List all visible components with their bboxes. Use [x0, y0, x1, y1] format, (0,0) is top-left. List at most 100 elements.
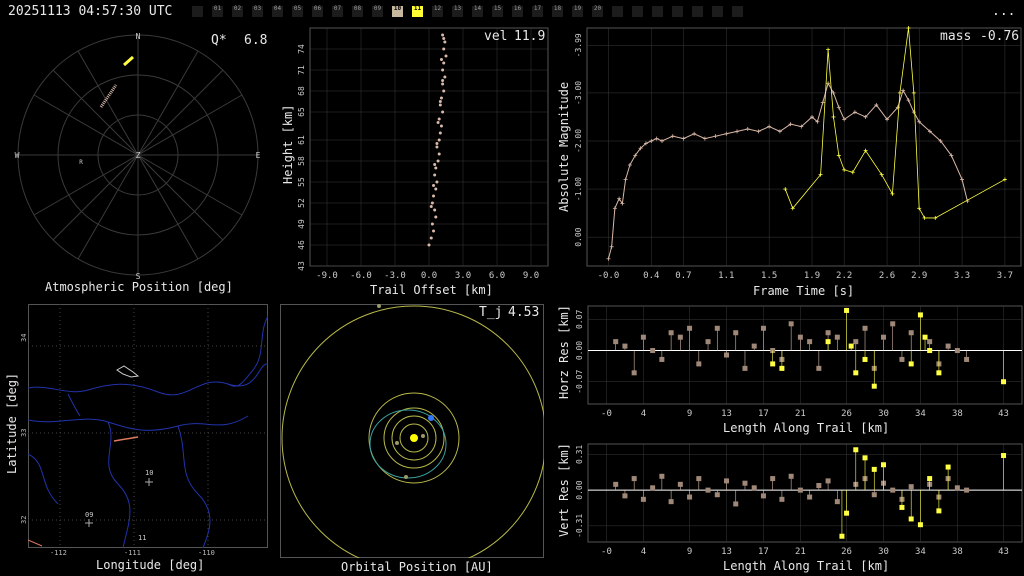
- residual-point: [687, 325, 693, 331]
- menu-button[interactable]: ...: [992, 4, 1016, 19]
- frame-slot[interactable]: 15: [492, 5, 503, 17]
- frame-slot[interactable]: 11: [412, 5, 423, 17]
- height-point: [433, 208, 437, 212]
- y-tick-label: 55: [297, 177, 306, 187]
- residual-point: [733, 330, 739, 336]
- frame-slot-label: 09: [373, 5, 382, 12]
- vert-residuals-chart[interactable]: -0 4 9 13 17 21 26 30 34 38 43 0.31 0.00 -0.31: [560, 440, 1024, 560]
- magnitude-point: [788, 122, 793, 127]
- frame-slot[interactable]: 18: [552, 5, 563, 17]
- atmospheric-polar-plot[interactable]: N S E W Z R: [0, 28, 280, 283]
- y-tick-label: 65: [297, 107, 306, 117]
- residual-point: [705, 487, 711, 493]
- plot-frame: [586, 27, 1022, 267]
- vel-label: vel: [484, 29, 508, 44]
- height-point: [443, 40, 447, 44]
- frame-slot[interactable]: 17: [532, 5, 543, 17]
- residual-point: [899, 504, 905, 510]
- station-label-10: 10: [145, 469, 153, 477]
- frame-slot[interactable]: 13: [452, 5, 463, 17]
- vel-value: 11.9: [514, 29, 546, 44]
- magnitude-point: [831, 90, 836, 95]
- residual-point: [650, 485, 656, 491]
- frame-slot[interactable]: 04: [272, 5, 283, 17]
- horz-residuals-chart[interactable]: -0 4 9 13 17 21 26 30 34 38 43 0.07 0.00 -0.07: [560, 302, 1024, 422]
- planet-marker: [395, 441, 399, 445]
- magnitude-point: [842, 117, 847, 122]
- residual-point: [908, 484, 914, 490]
- height-point: [438, 100, 442, 103]
- residual-point: [659, 473, 665, 479]
- magnitude-point: [660, 138, 665, 143]
- residual-point: [945, 464, 951, 470]
- residual-point: [853, 339, 859, 345]
- orbital-plot[interactable]: [280, 304, 544, 558]
- residual-point: [677, 481, 683, 487]
- magnitude-point: [836, 105, 841, 110]
- residual-point: [788, 473, 794, 479]
- x-tick-label: 43: [998, 409, 1009, 419]
- magnitude-point: [906, 98, 911, 103]
- compass-z: Z: [136, 151, 141, 160]
- frame-slot[interactable]: 03: [252, 5, 263, 17]
- residual-point: [613, 481, 619, 487]
- magnitude-point: [810, 114, 815, 119]
- frame-slot[interactable]: 10: [392, 5, 403, 17]
- magnitude-point: [885, 117, 890, 122]
- mass-label: mass: [940, 29, 972, 44]
- lake-outline: [116, 365, 140, 378]
- frame-slot[interactable]: 06: [312, 5, 323, 17]
- frame-slot[interactable]: 19: [572, 5, 583, 17]
- frame-slot[interactable]: [732, 6, 743, 17]
- magnitude-point: [820, 100, 825, 105]
- frame-slot[interactable]: [192, 6, 203, 17]
- frame-slot[interactable]: [652, 6, 663, 17]
- x-tick-label: 4: [641, 547, 646, 557]
- x-tick-label: -3.0: [384, 271, 406, 281]
- magnitude-point: [901, 88, 906, 93]
- frame-slot[interactable]: 05: [292, 5, 303, 17]
- x-tick-label: -0.0: [598, 271, 620, 281]
- y-tick-label: 0.00: [575, 341, 584, 360]
- residual-point: [825, 330, 831, 336]
- frame-slot[interactable]: 02: [232, 5, 243, 17]
- x-tick-label: 1.5: [761, 271, 777, 281]
- compass-e: E: [256, 151, 261, 160]
- magnitude-point: [799, 124, 804, 129]
- frame-slot[interactable]: 20: [592, 5, 603, 17]
- frame-slot[interactable]: 07: [332, 5, 343, 17]
- magnitude-point: [692, 131, 697, 136]
- magnitude-point: [922, 215, 927, 220]
- magnitude-chart[interactable]: -0.0 0.4 0.7 1.1 1.5 1.9 2.2 2.6 2.9 3.3 3.7 0.00 -1…: [560, 22, 1024, 284]
- residual-point: [640, 334, 646, 340]
- frame-slot[interactable]: [612, 6, 623, 17]
- height-point: [427, 243, 431, 247]
- frame-slot-label: 05: [293, 5, 302, 12]
- magnitude-point: [1002, 177, 1007, 182]
- current-track: [123, 55, 134, 67]
- station-markers: [85, 478, 153, 527]
- frame-slot[interactable]: 12: [432, 5, 443, 17]
- height-point: [437, 138, 441, 142]
- x-tick-label: -6.0: [350, 271, 372, 281]
- frame-slot[interactable]: 09: [372, 5, 383, 17]
- polar-grid: [17, 34, 259, 276]
- frame-slot[interactable]: 16: [512, 5, 523, 17]
- frame-slot[interactable]: 14: [472, 5, 483, 17]
- frame-slot[interactable]: 01: [212, 5, 223, 17]
- frame-slot[interactable]: [632, 6, 643, 17]
- ground-map[interactable]: 10 09 11: [28, 304, 268, 548]
- prior-track: [99, 84, 118, 108]
- magnitude-point: [826, 81, 831, 86]
- y-tick-label: 43: [297, 261, 306, 271]
- frame-slot-label: 07: [333, 5, 342, 12]
- x-tick-label: 1.1: [718, 271, 734, 281]
- frame-slot[interactable]: 08: [352, 5, 363, 17]
- frame-slot[interactable]: [672, 6, 683, 17]
- horz-y-label: Horz Res [km]: [557, 305, 571, 399]
- frame-slot[interactable]: [692, 6, 703, 17]
- height-point: [444, 54, 448, 58]
- lat-tick-33: 33: [20, 428, 28, 437]
- frame-slot[interactable]: [712, 6, 723, 17]
- height-chart[interactable]: -9.0 -6.0 -3.0 0.0 3.0 6.0 9.0 43 46 49 52 55 58 61 65…: [280, 22, 550, 282]
